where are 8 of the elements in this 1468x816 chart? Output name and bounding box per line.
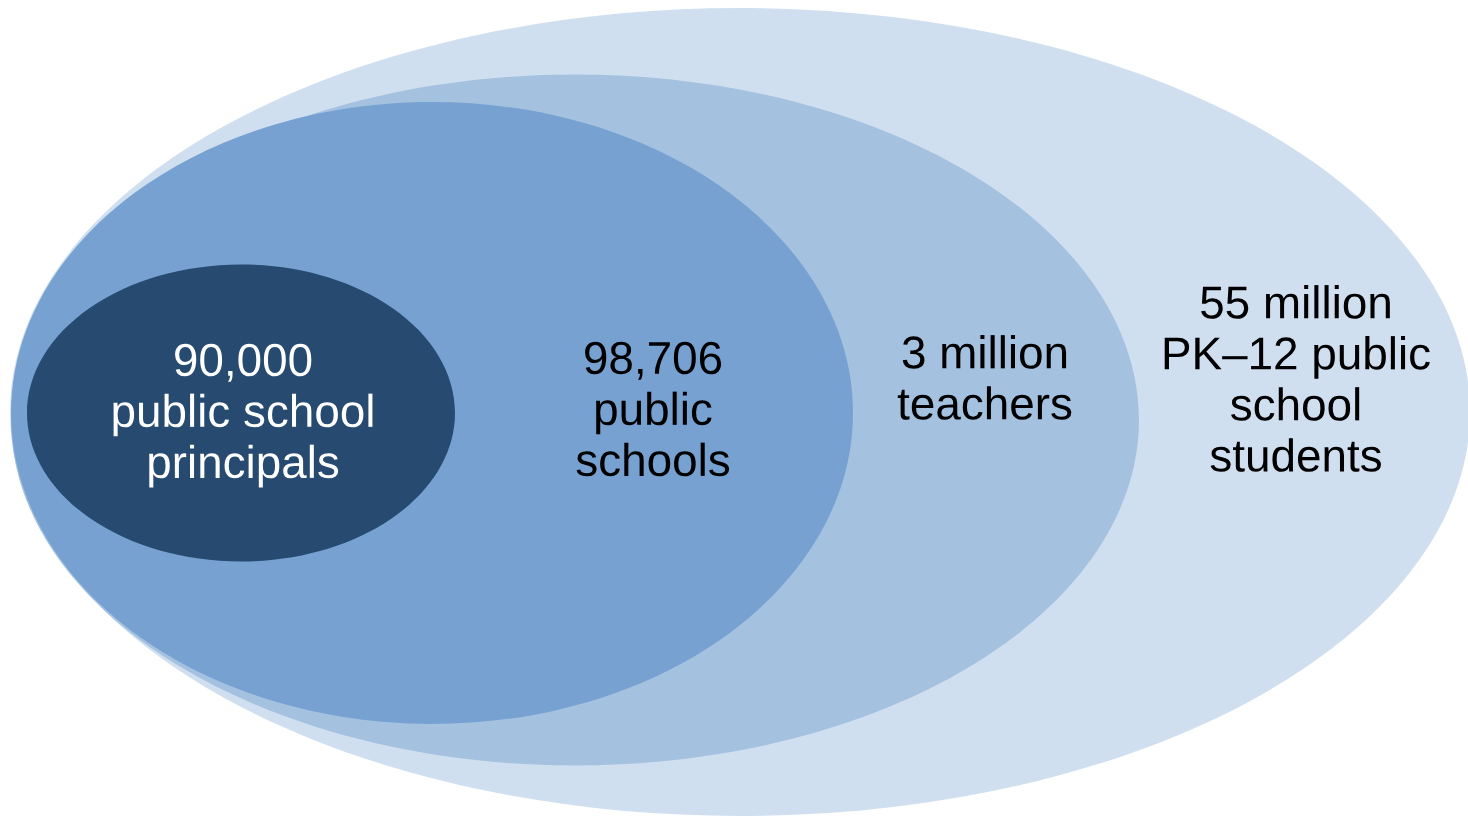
category-label: public school principals — [113, 393, 373, 488]
category-label: public schools — [576, 391, 730, 477]
category-label: PK–12 public school students — [1164, 336, 1430, 472]
data-label: 90,000 — [175, 343, 312, 382]
data-label: 98,706 — [585, 341, 722, 380]
category-label: teachers — [897, 386, 1072, 420]
data-label: 3 million — [902, 335, 1067, 369]
data-label: 55 million — [1201, 285, 1390, 319]
